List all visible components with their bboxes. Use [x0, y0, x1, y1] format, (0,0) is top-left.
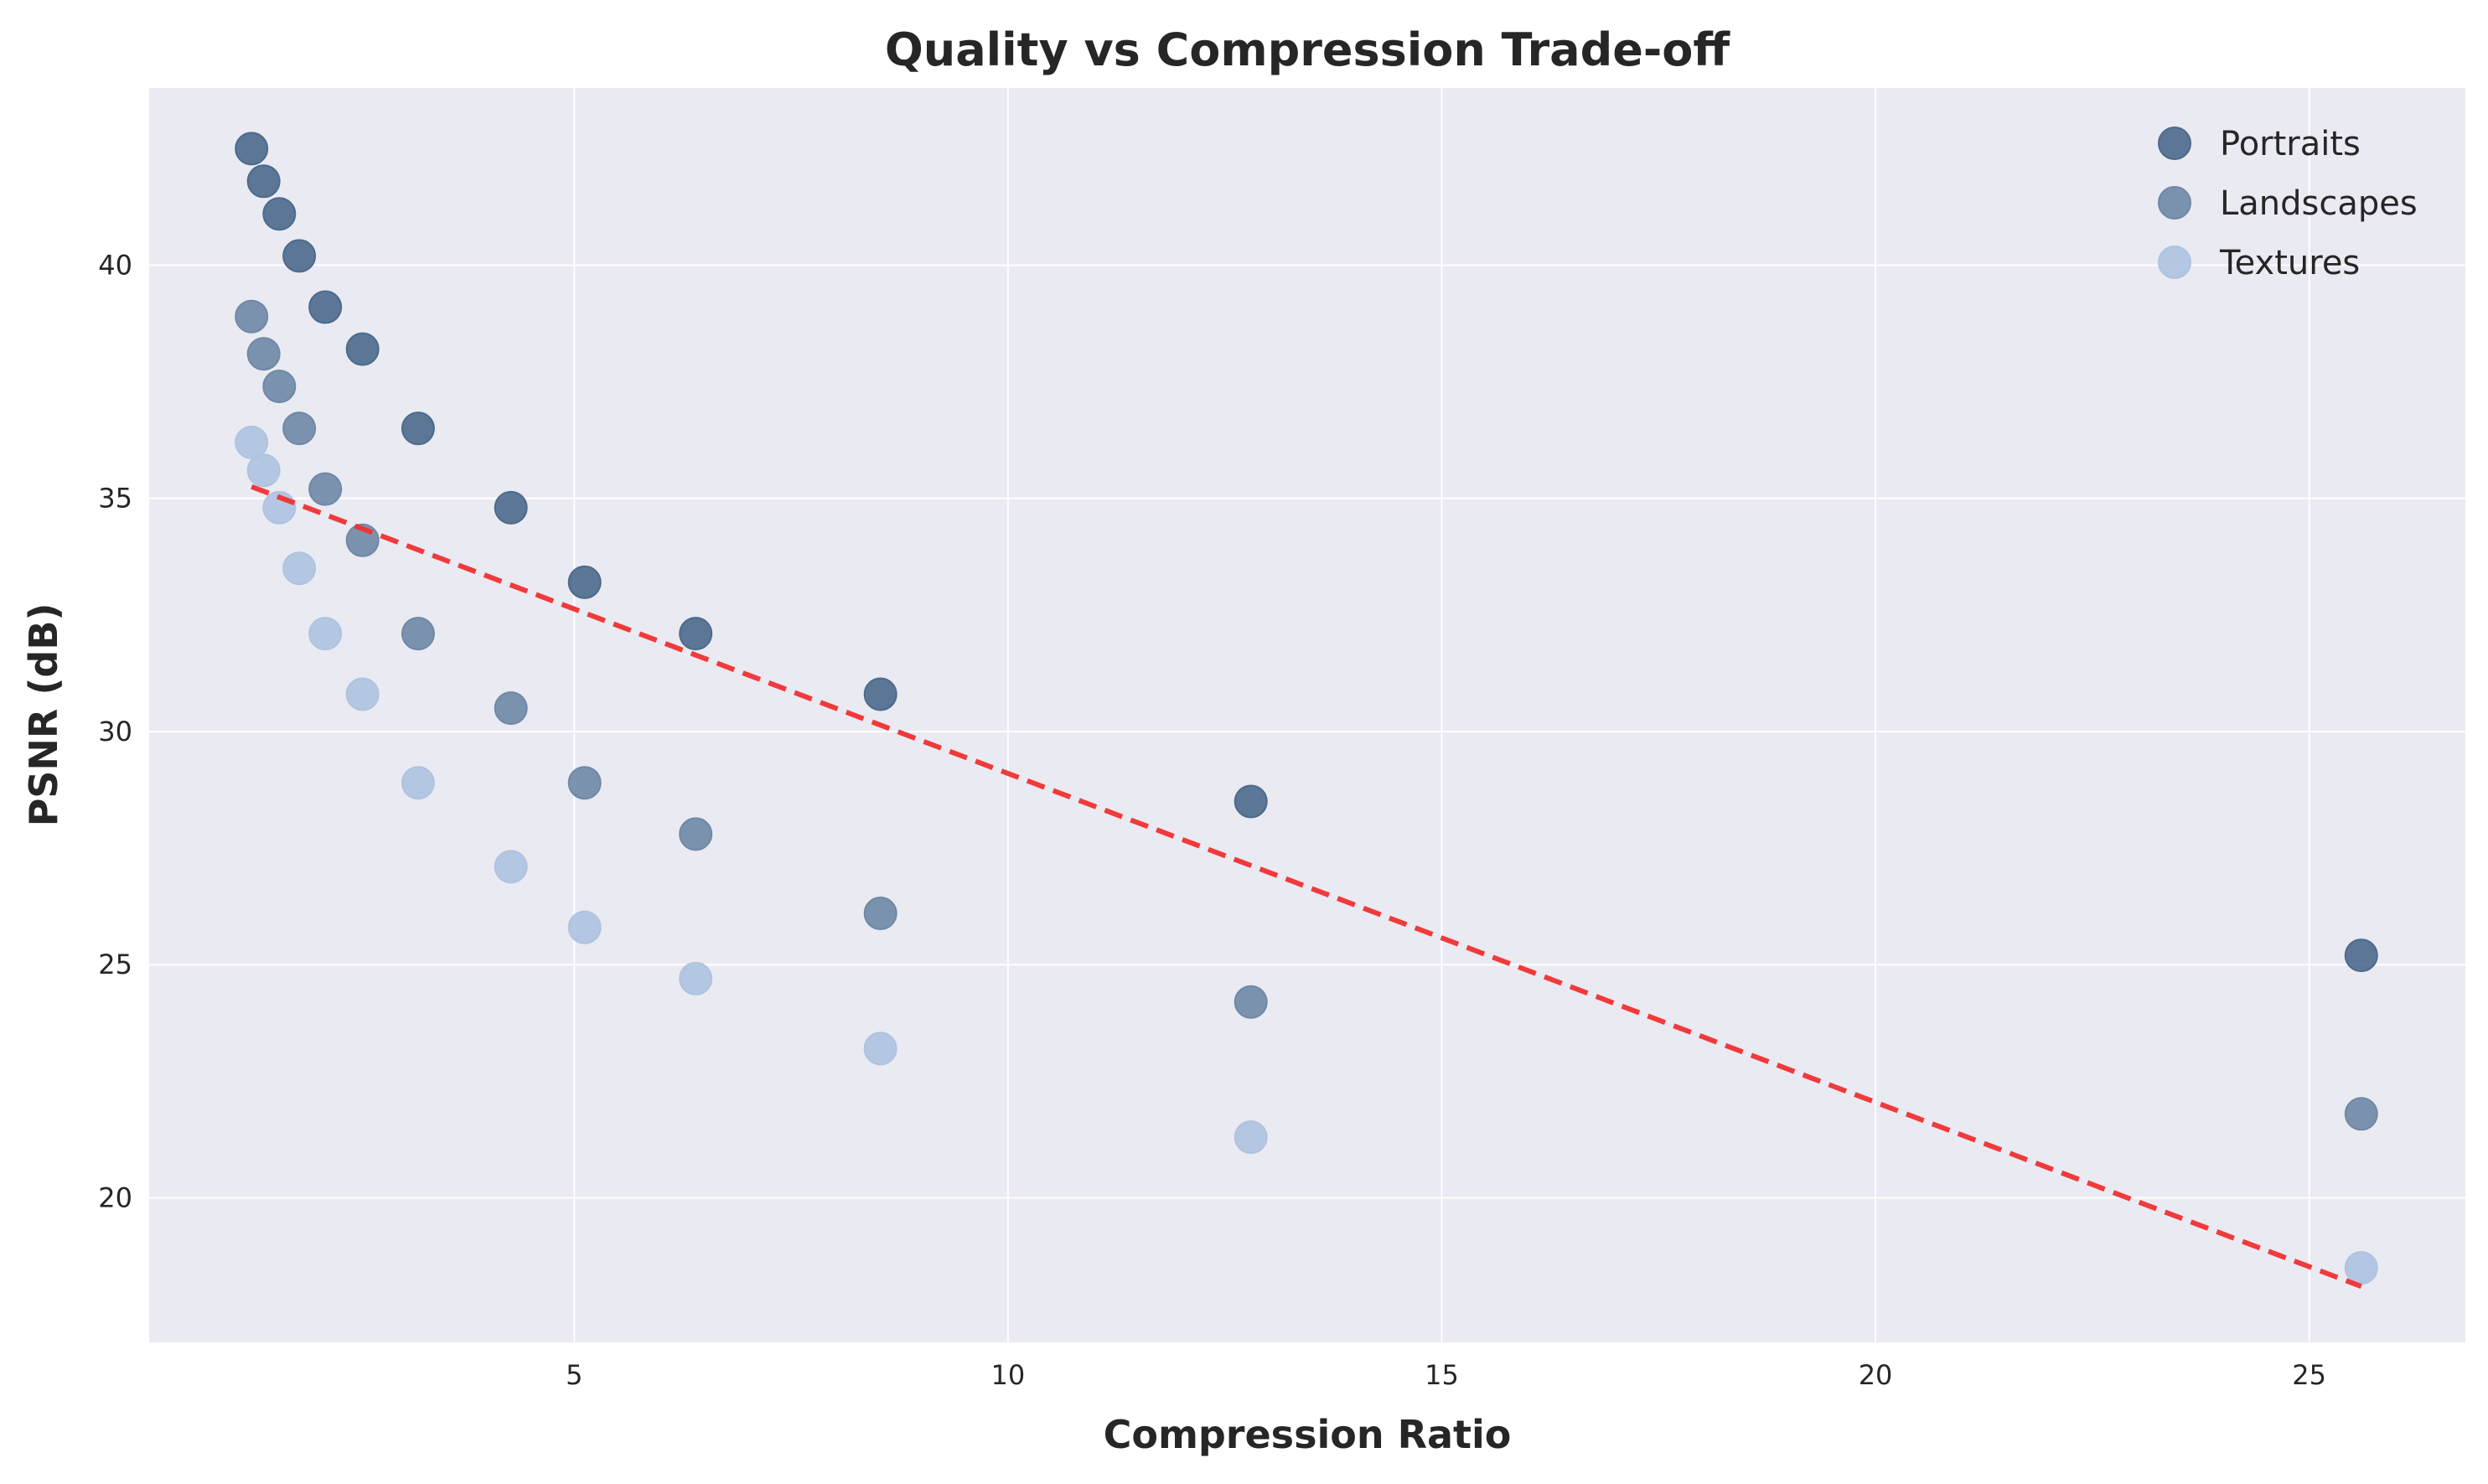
scatter-point-textures — [401, 766, 435, 800]
scatter-point-portraits — [567, 565, 602, 599]
plot-area — [149, 88, 2465, 1342]
x-tick-label: 15 — [1425, 1359, 1459, 1391]
scatter-point-landscapes — [2344, 1097, 2378, 1131]
legend-marker — [2158, 186, 2191, 220]
x-tick-label: 25 — [2292, 1359, 2326, 1391]
scatter-point-landscapes — [1234, 985, 1268, 1019]
scatter-point-textures — [282, 551, 317, 586]
scatter-point-portraits — [401, 411, 435, 446]
scatter-point-portraits — [262, 197, 297, 231]
scatter-point-portraits — [863, 677, 897, 711]
scatter-point-textures — [2344, 1250, 2378, 1285]
trendline — [251, 484, 2362, 1290]
scatter-point-landscapes — [308, 472, 343, 506]
scatter-point-portraits — [235, 132, 269, 166]
scatter-point-portraits — [308, 290, 343, 324]
legend: Portraits Landscapes Textures — [2158, 125, 2418, 282]
y-axis-label: PSNR (dB) — [21, 603, 66, 827]
scatter-point-landscapes — [401, 617, 435, 651]
x-axis-label: Compression Ratio — [1104, 1412, 1512, 1457]
legend-label: Landscapes — [2220, 184, 2418, 223]
scatter-point-textures — [246, 453, 281, 488]
legend-marker — [2158, 127, 2191, 160]
y-tick-label: 20 — [98, 1182, 132, 1213]
y-tick-label: 25 — [98, 949, 132, 980]
scatter-point-landscapes — [282, 411, 317, 446]
chart-title: Quality vs Compression Trade-off — [885, 23, 1731, 76]
trendline-line — [251, 484, 2362, 1290]
legend-label: Portraits — [2220, 125, 2361, 163]
scatter-point-textures — [1234, 1120, 1268, 1155]
scatter-point-textures — [679, 961, 713, 995]
scatter-point-portraits — [1234, 784, 1268, 819]
scatter-point-landscapes — [567, 766, 602, 800]
scatter-point-portraits — [282, 239, 317, 273]
y-tick-label: 35 — [98, 483, 132, 514]
scatter-point-landscapes — [863, 897, 897, 931]
scatter-point-landscapes — [494, 691, 528, 726]
y-tick-labels: 20 25 30 35 40 — [98, 249, 132, 1213]
data-points — [235, 132, 2378, 1285]
scatter-point-textures — [235, 425, 269, 459]
x-tick-label: 20 — [1859, 1359, 1893, 1391]
legend-label: Textures — [2219, 244, 2360, 282]
scatter-point-textures — [308, 617, 343, 651]
scatter-point-textures — [863, 1032, 897, 1066]
scatter-point-landscapes — [246, 337, 281, 371]
scatter-point-portraits — [494, 490, 528, 525]
scatter-point-textures — [345, 677, 380, 711]
scatter-point-textures — [494, 850, 528, 884]
scatter-point-landscapes — [262, 370, 297, 404]
y-tick-label: 40 — [98, 249, 132, 281]
grid-lines — [149, 88, 2465, 1342]
x-tick-labels: 5 10 15 20 25 — [566, 1359, 2326, 1391]
scatter-point-landscapes — [679, 817, 713, 851]
x-tick-label: 5 — [566, 1359, 582, 1391]
x-tick-label: 10 — [991, 1359, 1025, 1391]
legend-marker — [2158, 246, 2191, 279]
scatter-point-landscapes — [235, 299, 269, 334]
y-tick-label: 30 — [98, 716, 132, 747]
scatter-point-portraits — [345, 332, 380, 366]
scatter-point-portraits — [679, 617, 713, 651]
scatter-point-portraits — [246, 164, 281, 199]
scatter-point-portraits — [2344, 938, 2378, 973]
scatter-point-textures — [567, 910, 602, 944]
